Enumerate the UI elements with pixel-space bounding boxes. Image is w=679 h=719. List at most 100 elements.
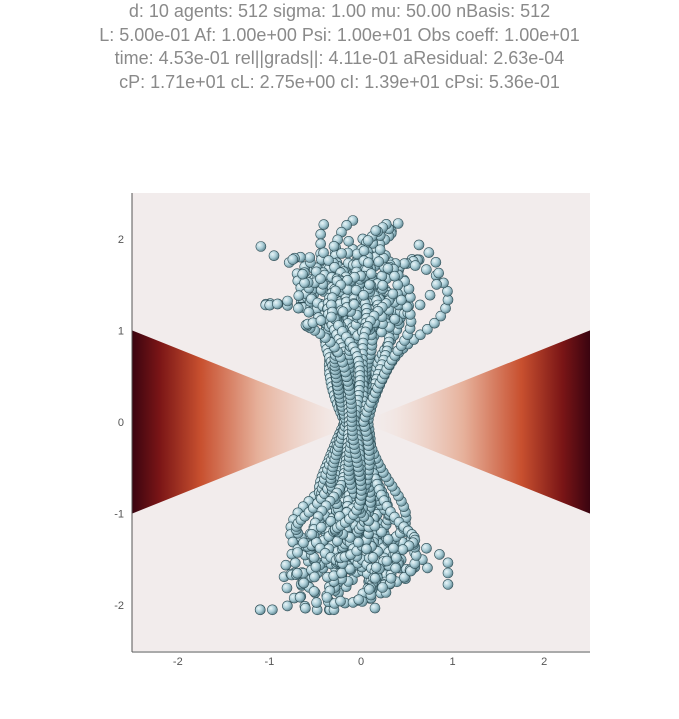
agent-marker [422,562,433,574]
agent-marker [389,313,401,325]
agent-marker [304,252,316,263]
x-tick-label: -2 [173,656,183,668]
agent-marker [423,247,435,258]
agent-marker [321,592,333,603]
agent-marker [373,256,385,268]
agent-marker [369,602,381,614]
x-axis-ticks: -2 -1 0 1 2 [173,656,547,668]
agent-marker [382,262,394,274]
agent-marker [299,277,310,289]
agent-trajectories [254,215,454,616]
agent-marker [336,248,347,259]
agent-marker [430,256,442,268]
agent-marker [310,561,322,573]
agent-marker [326,311,337,323]
agent-marker [442,579,454,590]
agent-marker [282,295,293,307]
agent-marker [401,301,413,313]
agent-marker [369,572,381,584]
agent-marker [388,542,399,554]
agent-marker [325,515,337,527]
agent-marker [272,298,283,310]
agent-marker [328,241,340,252]
agent-marker [353,594,365,606]
agent-marker [282,600,293,612]
agent-marker [382,534,394,545]
agent-marker [370,225,382,236]
agent-marker [399,571,410,583]
agent-marker [287,254,299,265]
agent-marker [309,571,320,583]
header-line-2: L: 5.00e-01 Af: 1.00e+00 Psi: 1.00e+01 O… [99,24,580,45]
agent-marker [315,521,327,533]
agent-marker [315,315,327,326]
agent-marker [362,257,374,269]
y-tick-label: -2 [114,600,124,612]
x-tick-label: 0 [358,656,364,668]
obstacle-cone-left [132,330,361,514]
agent-marker [350,284,362,296]
header-line-3: time: 4.53e-01 rel||grads||: 4.11e-01 aR… [114,48,565,68]
agent-marker [414,299,426,311]
y-axis-ticks: 2 1 0 -1 -2 [114,234,124,612]
agent-marker [318,219,330,230]
agent-marker [254,604,266,616]
agent-marker [442,567,454,579]
agent-marker [292,547,303,558]
agent-marker [280,559,292,571]
agent-marker [344,563,356,575]
agent-marker [337,306,349,318]
agent-marker [434,549,445,560]
agent-marker [267,604,278,616]
agent-marker [392,279,404,291]
agent-marker [348,299,360,310]
agent-marker [431,279,442,290]
agent-marker [409,260,421,271]
agent-marker [255,241,267,252]
agent-marker [377,582,388,593]
agent-marker [377,280,389,291]
agent-marker [370,562,382,573]
agent-marker [311,597,322,608]
x-tick-label: 2 [541,656,547,668]
agent-marker [362,235,374,246]
agent-marker [294,591,306,603]
agent-marker [358,289,369,301]
agent-marker [365,268,377,280]
y-tick-label: -1 [114,509,124,521]
agent-marker [421,542,432,554]
agent-marker [300,602,311,614]
x-tick-label: 1 [450,656,456,668]
agent-marker [298,577,310,589]
agent-marker [315,238,327,250]
agent-marker [385,572,397,584]
x-tick-label: -1 [265,656,275,668]
agent-marker [392,218,404,229]
agent-marker [367,552,379,563]
agent-marker [318,247,329,259]
agent-marker [442,557,454,569]
agent-marker [421,264,432,275]
agent-marker [391,552,402,564]
agent-marker [306,528,318,540]
agent-marker [303,306,315,318]
agent-marker [376,526,387,538]
agent-marker [315,229,327,240]
agent-marker [389,270,400,282]
agent-marker [308,586,320,597]
agent-marker [353,536,364,548]
agent-marker [435,310,447,322]
agent-marker [429,317,440,329]
agent-marker [433,267,445,279]
agent-marker [289,557,301,569]
agent-marker [291,567,303,579]
agent-marker [424,289,436,301]
agent-marker [361,543,372,555]
y-tick-label: 0 [118,417,124,429]
agent-marker [293,290,305,302]
header-line-4: cP: 1.71e+01 cL: 2.75e+00 cI: 1.39e+01 c… [119,71,560,92]
agent-marker [415,329,426,341]
figure-header: d: 10 agents: 512 sigma: 1.00 mu: 50.00 … [0,0,679,94]
agent-marker [374,244,386,255]
